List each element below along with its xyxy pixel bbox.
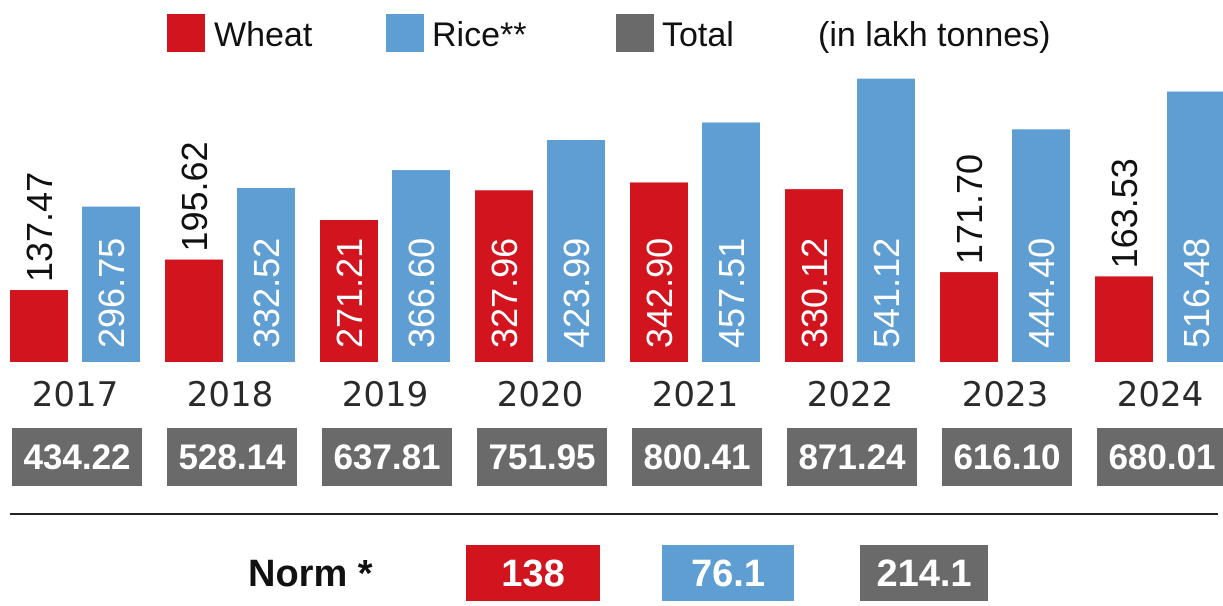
unit-note: (in lakh tonnes): [818, 16, 1050, 54]
legend-label-wheat: Wheat: [214, 16, 313, 54]
value-label-rice-2017: 296.75: [91, 238, 132, 348]
value-label-wheat-2021: 342.90: [639, 238, 680, 348]
bar-rice-2018: [237, 187, 295, 362]
norm-box-total: [860, 545, 988, 601]
value-label-rice-2020: 423.99: [556, 238, 597, 348]
value-label-rice-2018: 332.52: [246, 238, 287, 348]
value-label-rice-2024: 516.48: [1176, 238, 1217, 348]
value-label-rice-2023: 444.40: [1021, 238, 1062, 348]
bar-rice-2024: [1167, 91, 1223, 362]
bar-wheat-2022: [785, 189, 843, 362]
bar-rice-2017: [82, 206, 140, 362]
bar-wheat-2024: [1095, 276, 1153, 362]
totals-row: 434.22 528.14 637.81 751.95 800.41 871.24 616.…: [12, 428, 1223, 486]
year-label-2017: 2017: [32, 375, 119, 415]
norm-box-wheat: [466, 545, 600, 601]
year-label-2022: 2022: [807, 375, 894, 415]
total-box-2020: [477, 428, 607, 486]
total-value-2018: 528.14: [178, 438, 286, 477]
year-labels-layer: 2017 2018 2019 2020 2021 2022 2023 2024: [32, 375, 1204, 415]
total-value-2021: 800.41: [643, 438, 750, 477]
total-value-2017: 434.22: [23, 438, 130, 477]
legend-swatch-total: [616, 14, 654, 52]
total-box-2017: [12, 428, 142, 486]
total-box-2023: [942, 428, 1072, 486]
legend-label-rice: Rice**: [432, 16, 526, 54]
year-label-2024: 2024: [1117, 375, 1204, 415]
value-label-wheat-2020: 327.96: [484, 238, 525, 348]
norm-value-wheat: 138: [501, 553, 564, 595]
value-label-wheat-2024: 163.53: [1104, 158, 1145, 268]
total-box-2024: [1097, 428, 1223, 486]
total-box-2018: [167, 428, 297, 486]
year-label-2020: 2020: [497, 375, 584, 415]
bar-rice-2019: [392, 170, 450, 362]
bar-wheat-2020: [475, 190, 533, 362]
norm-row: Norm * 138 76.1 214.1: [248, 545, 988, 601]
total-value-2023: 616.10: [953, 438, 1060, 477]
total-value-2019: 637.81: [333, 438, 440, 477]
value-label-wheat-2022: 330.12: [794, 238, 835, 348]
value-label-wheat-2023: 171.70: [949, 154, 990, 264]
norm-value-rice: 76.1: [691, 553, 765, 595]
total-value-2022: 871.24: [798, 438, 906, 477]
bar-wheat-2019: [320, 219, 378, 362]
legend-swatch-wheat: [167, 14, 205, 52]
value-label-wheat-2018: 195.62: [174, 141, 215, 251]
bar-rice-2021: [702, 122, 760, 363]
total-value-2024: 680.01: [1108, 438, 1215, 477]
total-value-2020: 751.95: [488, 438, 595, 477]
total-box-2019: [322, 428, 452, 486]
norm-box-rice: [662, 545, 794, 601]
legend-swatch-rice: [386, 14, 424, 52]
year-label-2018: 2018: [187, 375, 274, 415]
bar-wheat-2021: [630, 182, 688, 362]
value-labels-layer: 137.47 296.75 195.62 332.52 271.21 366.60 327.…: [19, 141, 1217, 348]
legend: Wheat Rice** Total (in lakh tonnes): [167, 14, 1050, 54]
bar-rice-2023: [1012, 129, 1070, 362]
value-label-rice-2021: 457.51: [711, 238, 752, 348]
year-label-2023: 2023: [962, 375, 1049, 415]
norm-value-total: 214.1: [876, 553, 971, 595]
total-box-2021: [632, 428, 762, 486]
norm-title: Norm *: [248, 553, 373, 595]
value-label-rice-2022: 541.12: [866, 238, 907, 348]
value-label-rice-2019: 366.60: [401, 238, 442, 348]
bar-rice-2020: [547, 139, 605, 362]
legend-label-total: Total: [662, 16, 734, 54]
year-label-2021: 2021: [652, 375, 739, 415]
year-label-2019: 2019: [342, 375, 429, 415]
total-box-2022: [787, 428, 917, 486]
value-label-wheat-2019: 271.21: [329, 238, 370, 348]
value-label-wheat-2017: 137.47: [19, 172, 60, 282]
bar-wheat-2023: [940, 272, 998, 362]
bar-rice-2022: [857, 78, 915, 363]
bar-wheat-2017: [10, 290, 68, 362]
bars-layer: [10, 78, 1223, 363]
bar-wheat-2018: [165, 259, 223, 362]
